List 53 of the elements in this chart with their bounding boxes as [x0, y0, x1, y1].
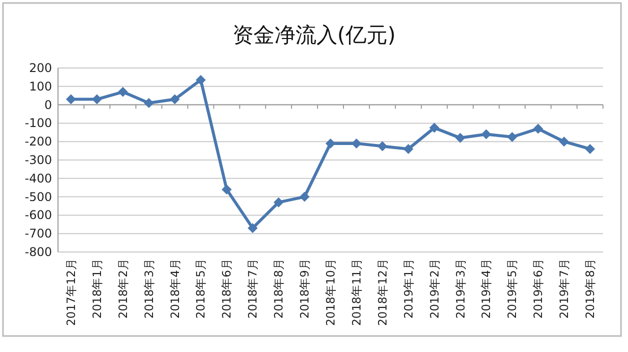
y-tick-label: -100	[24, 116, 52, 130]
point	[533, 124, 544, 134]
point	[585, 144, 596, 154]
y-tick-label: -700	[24, 226, 52, 241]
chart-title: 资金净流入(亿元)	[232, 23, 396, 47]
point	[222, 184, 232, 194]
point	[403, 144, 414, 154]
point	[248, 223, 258, 234]
y-tick-label: 200	[29, 61, 52, 75]
y-tick-label: -500	[24, 190, 52, 204]
x-tick-label: 2018年5月	[194, 258, 208, 319]
point	[118, 86, 128, 97]
x-tick-label: 2018年1月	[90, 258, 104, 319]
x-tick-label: 2017年12月	[64, 258, 78, 326]
point	[170, 94, 180, 104]
x-tick-label: 2018年8月	[272, 258, 286, 319]
point	[66, 94, 76, 104]
y-tick-label: -600	[24, 208, 52, 222]
x-tick-label: 2019年4月	[479, 258, 494, 319]
x-tick-label: 2019年2月	[427, 258, 442, 319]
x-tick-label: 2018年10月	[324, 258, 338, 326]
point	[92, 94, 102, 104]
x-tick-label: 2018年2月	[116, 258, 130, 319]
x-tick-label: 2018年9月	[298, 258, 312, 319]
point	[559, 136, 570, 147]
x-tick-label: 2019年5月	[505, 258, 520, 319]
point	[326, 138, 336, 148]
point	[144, 98, 154, 108]
x-tick-label: 2019年1月	[401, 258, 416, 319]
y-tick-label: 100	[29, 79, 52, 94]
x-tick-label: 2019年3月	[453, 258, 468, 319]
point	[455, 132, 466, 143]
x-tick-label: 2018年11月	[349, 258, 364, 326]
x-tick-label: 2019年7月	[557, 258, 572, 319]
x-tick-label: 2018年12月	[375, 258, 390, 326]
x-tick-label: 2019年6月	[531, 258, 546, 319]
y-tick-label: -400	[24, 171, 52, 186]
point	[481, 129, 492, 140]
x-tick-label: 2018年3月	[142, 258, 156, 319]
point	[507, 132, 518, 142]
point	[196, 74, 206, 85]
y-tick-label: -300	[24, 153, 52, 167]
point	[274, 197, 284, 208]
y-tick-label: -800	[24, 245, 52, 259]
x-tick-label: 2018年7月	[246, 258, 260, 319]
point	[377, 141, 388, 152]
x-tick-label: 2019年8月	[583, 258, 598, 319]
y-tick-label: -200	[24, 134, 52, 149]
point	[300, 192, 310, 202]
point	[429, 122, 440, 133]
x-tick-label: 2018年6月	[220, 258, 234, 319]
x-tick-label: 2018年4月	[168, 258, 182, 319]
y-tick-label: 0	[44, 98, 52, 112]
